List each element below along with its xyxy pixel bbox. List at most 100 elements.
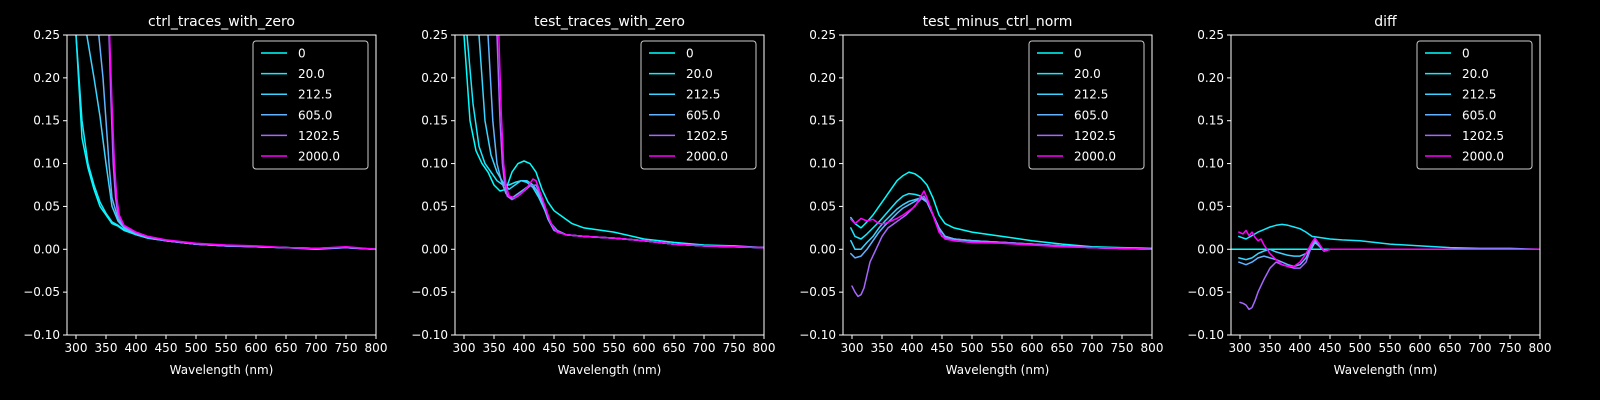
y-tick-label: −0.10 [411,328,448,342]
x-tick-label: 600 [1409,341,1432,355]
x-axis-label: Wavelength (nm) [170,363,274,377]
x-tick-label: 350 [95,341,118,355]
chart-panel-2: 300 350 400 450 500 550 600 650 700 750 800 −0.10 −0… [411,14,775,377]
y-tick-label: −0.10 [23,328,60,342]
chart-title: test_minus_ctrl_norm [923,14,1073,30]
legend-label: 1202.5 [298,129,340,143]
legend-label: 0 [1074,47,1082,61]
x-tick-label: 650 [1051,341,1074,355]
y-tick-label: −0.05 [799,285,836,299]
legend-label: 20.0 [1074,67,1101,81]
series-line-0 [463,35,764,249]
x-tick-label: 700 [1081,341,1104,355]
series-line-2000-0 [850,190,1152,251]
x-tick-label: 650 [275,341,298,355]
legend-label: 1202.5 [1074,129,1116,143]
chart-title: test_traces_with_zero [534,14,685,30]
legend-label: 2000.0 [1074,150,1116,164]
y-tick-label: 0.25 [809,28,836,42]
chart-title: diff [1374,14,1397,30]
y-tick-label: 0.05 [1197,199,1224,213]
legend-label: 212.5 [1074,88,1108,102]
legend-label: 212.5 [686,88,720,102]
x-tick-label: 700 [693,341,716,355]
series-group [1231,223,1540,311]
x-tick-label: 400 [1289,341,1312,355]
axes-frame [1230,34,1541,336]
x-tick-label: 800 [1141,341,1164,355]
y-tick-label: 0.00 [33,242,60,256]
x-tick-label: 800 [1529,341,1552,355]
y-tick-label: 0.20 [809,71,836,85]
legend-label: 2000.0 [686,150,728,164]
legend-label: 212.5 [1462,88,1496,102]
x-tick-label: 750 [1111,341,1134,355]
chart-panel-3: 300 350 400 450 500 550 600 650 700 750 800 −0.10 −0… [799,14,1163,377]
x-tick-label: 600 [1021,341,1044,355]
y-tick-label: 0.05 [33,199,60,213]
legend: 0 20.0 212.5 605.0 1202.5 2000.0 [252,40,369,170]
y-tick-label: 0.25 [1197,28,1224,42]
legend-label: 605.0 [298,108,332,122]
legend-label: 212.5 [298,88,332,102]
y-tick-label: 0.10 [33,157,60,171]
x-tick-label: 300 [65,341,88,355]
y-tick-label: −0.05 [411,285,448,299]
x-tick-label: 600 [245,341,268,355]
y-tick-label: 0.10 [809,157,836,171]
x-axis-label: Wavelength (nm) [1334,363,1438,377]
legend-label: 20.0 [686,67,713,81]
y-tick-label: 0.15 [1197,114,1224,128]
x-tick-label: 500 [185,341,208,355]
y-tick-label: 0.20 [33,71,60,85]
x-tick-label: 450 [155,341,178,355]
y-tick-label: 0.20 [421,71,448,85]
x-tick-label: 500 [961,341,984,355]
x-tick-label: 450 [1319,341,1342,355]
legend: 0 20.0 212.5 605.0 1202.5 2000.0 [640,40,757,170]
x-axis-label: Wavelength (nm) [946,363,1050,377]
series-line-2000-0 [1238,229,1540,268]
legend-label: 605.0 [1462,108,1496,122]
x-tick-label: 450 [543,341,566,355]
legend-label: 0 [298,47,306,61]
x-tick-label: 350 [871,341,894,355]
x-tick-label: 750 [335,341,358,355]
legend-label: 20.0 [298,67,325,81]
legend-label: 0 [686,47,694,61]
legend: 0 20.0 212.5 605.0 1202.5 2000.0 [1028,40,1145,170]
x-axis-label: Wavelength (nm) [558,363,662,377]
y-tick-label: −0.10 [799,328,836,342]
x-tick-label: 300 [841,341,864,355]
x-tick-label: 400 [125,341,148,355]
x-tick-label: 450 [931,341,954,355]
x-tick-label: 600 [633,341,656,355]
x-tick-label: 650 [1439,341,1462,355]
chart-title: ctrl_traces_with_zero [148,14,295,30]
y-tick-label: 0.00 [1197,242,1224,256]
x-tick-label: 800 [365,341,388,355]
y-tick-label: 0.00 [809,242,836,256]
chart-panel-1: 300 350 400 450 500 550 600 650 700 750 800 −0.10 −0… [23,14,387,377]
x-tick-label: 550 [603,341,626,355]
y-tick-label: 0.15 [809,114,836,128]
y-tick-label: 0.00 [421,242,448,256]
legend: 0 20.0 212.5 605.0 1202.5 2000.0 [1416,40,1533,170]
x-tick-label: 700 [305,341,328,355]
y-tick-label: 0.25 [421,28,448,42]
legend-label: 1202.5 [686,129,728,143]
x-tick-label: 550 [991,341,1014,355]
x-tick-label: 400 [901,341,924,355]
y-tick-label: 0.15 [33,114,60,128]
y-tick-label: 0.25 [33,28,60,42]
x-tick-label: 400 [513,341,536,355]
x-tick-label: 500 [1349,341,1372,355]
x-tick-label: 500 [573,341,596,355]
series-line-0 [850,171,1152,250]
legend-label: 0 [1462,47,1470,61]
axes-frame [454,34,765,336]
chart-panel-4: 300 350 400 450 500 550 600 650 700 750 800 −0.10 −0… [1187,14,1551,377]
legend-label: 2000.0 [298,150,340,164]
x-tick-label: 350 [483,341,506,355]
